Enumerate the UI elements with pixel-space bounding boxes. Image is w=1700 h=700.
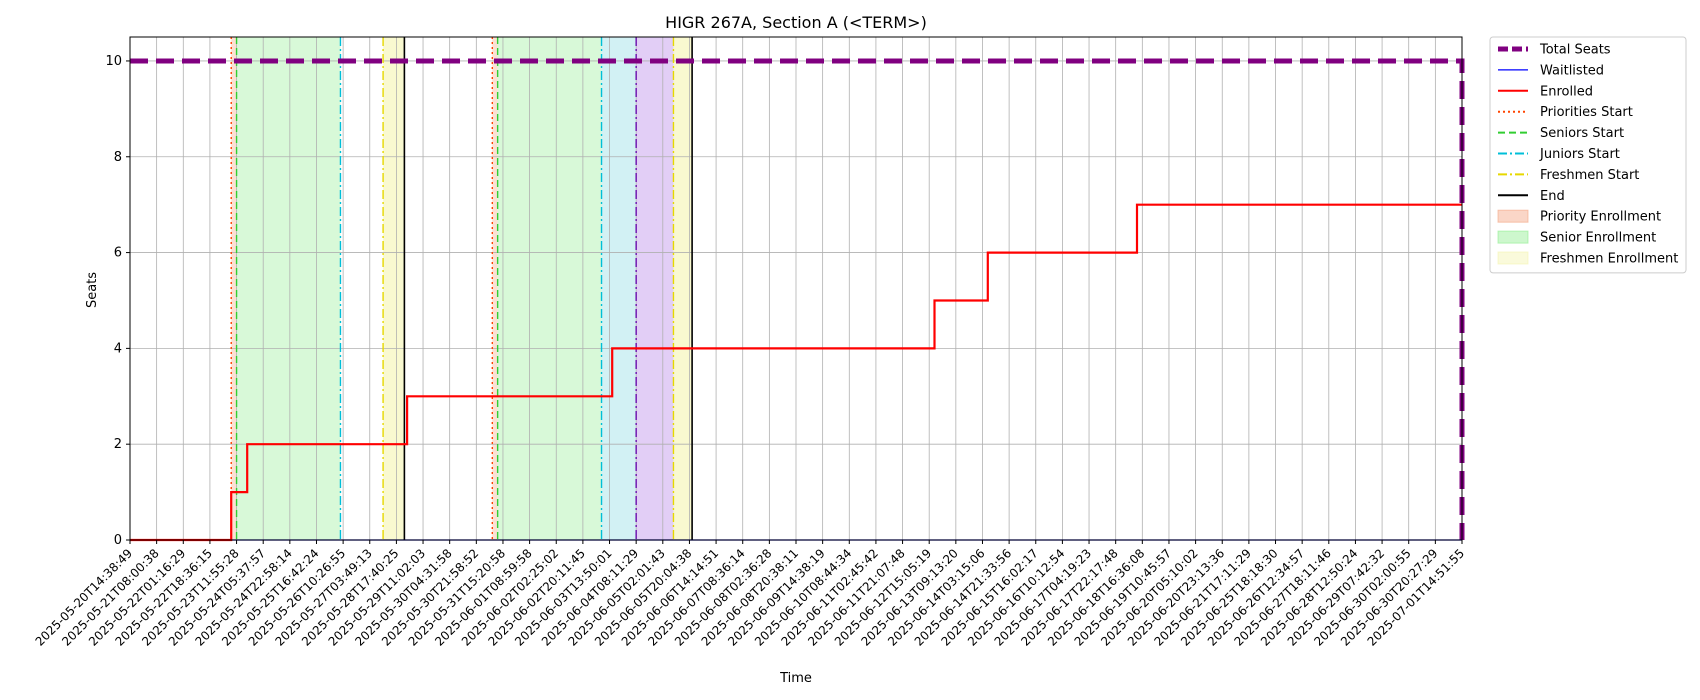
legend-label-priority-enrollment: Priority Enrollment bbox=[1540, 210, 1661, 225]
legend-box bbox=[1489, 36, 1687, 274]
region-senior-enrollment-1 bbox=[497, 37, 602, 540]
region-freshmen-enrollment-1 bbox=[673, 37, 693, 540]
vertical-markers bbox=[230, 37, 693, 540]
y-tick-label: 0 bbox=[114, 533, 122, 548]
legend-swatch-senior-enrollment bbox=[1497, 230, 1529, 244]
y-tick-label: 8 bbox=[114, 150, 122, 165]
y-tick-label: 2 bbox=[114, 437, 122, 452]
region-priority-enrollment-1 bbox=[492, 37, 498, 540]
x-axis-label: Time bbox=[779, 671, 812, 686]
legend-label-waitlisted: Waitlisted bbox=[1540, 63, 1604, 78]
series-enrolled bbox=[130, 203, 1462, 542]
legend: Total Seats Waitlisted Enrolled Priorities … bbox=[1489, 36, 1687, 274]
chart-title: HIGR 267A, Section A (<TERM>) bbox=[665, 13, 927, 32]
legend-label-end: End bbox=[1540, 189, 1565, 204]
region-priority-enrollment-0 bbox=[231, 37, 237, 540]
y-tick-label: 4 bbox=[114, 341, 122, 356]
legend-swatch-freshmen-enrollment bbox=[1497, 251, 1529, 265]
y-tick-label: 6 bbox=[114, 246, 122, 261]
y-axis-label: Seats bbox=[85, 272, 100, 308]
legend-label-juniors-start: Juniors Start bbox=[1539, 147, 1620, 162]
region-band-0 bbox=[601, 37, 637, 540]
legend-label-seniors-start: Seniors Start bbox=[1540, 126, 1624, 141]
legend-label-total-seats: Total Seats bbox=[1539, 43, 1611, 58]
shaded-regions bbox=[231, 37, 693, 540]
y-tick-label: 10 bbox=[105, 54, 122, 69]
legend-label-freshmen-enrollment: Freshmen Enrollment bbox=[1540, 252, 1678, 267]
region-freshmen-enrollment-0 bbox=[383, 37, 405, 540]
region-senior-enrollment-0 bbox=[236, 37, 341, 540]
legend-label-senior-enrollment: Senior Enrollment bbox=[1540, 231, 1656, 246]
legend-label-enrolled: Enrolled bbox=[1540, 84, 1593, 99]
y-ticks: 0 2 4 6 8 10 bbox=[105, 54, 130, 548]
legend-label-freshmen-start: Freshmen Start bbox=[1540, 168, 1639, 183]
region-band-0 bbox=[636, 37, 674, 540]
legend-label-priorities-start: Priorities Start bbox=[1540, 105, 1633, 120]
legend-swatch-priority-enrollment bbox=[1497, 209, 1529, 223]
